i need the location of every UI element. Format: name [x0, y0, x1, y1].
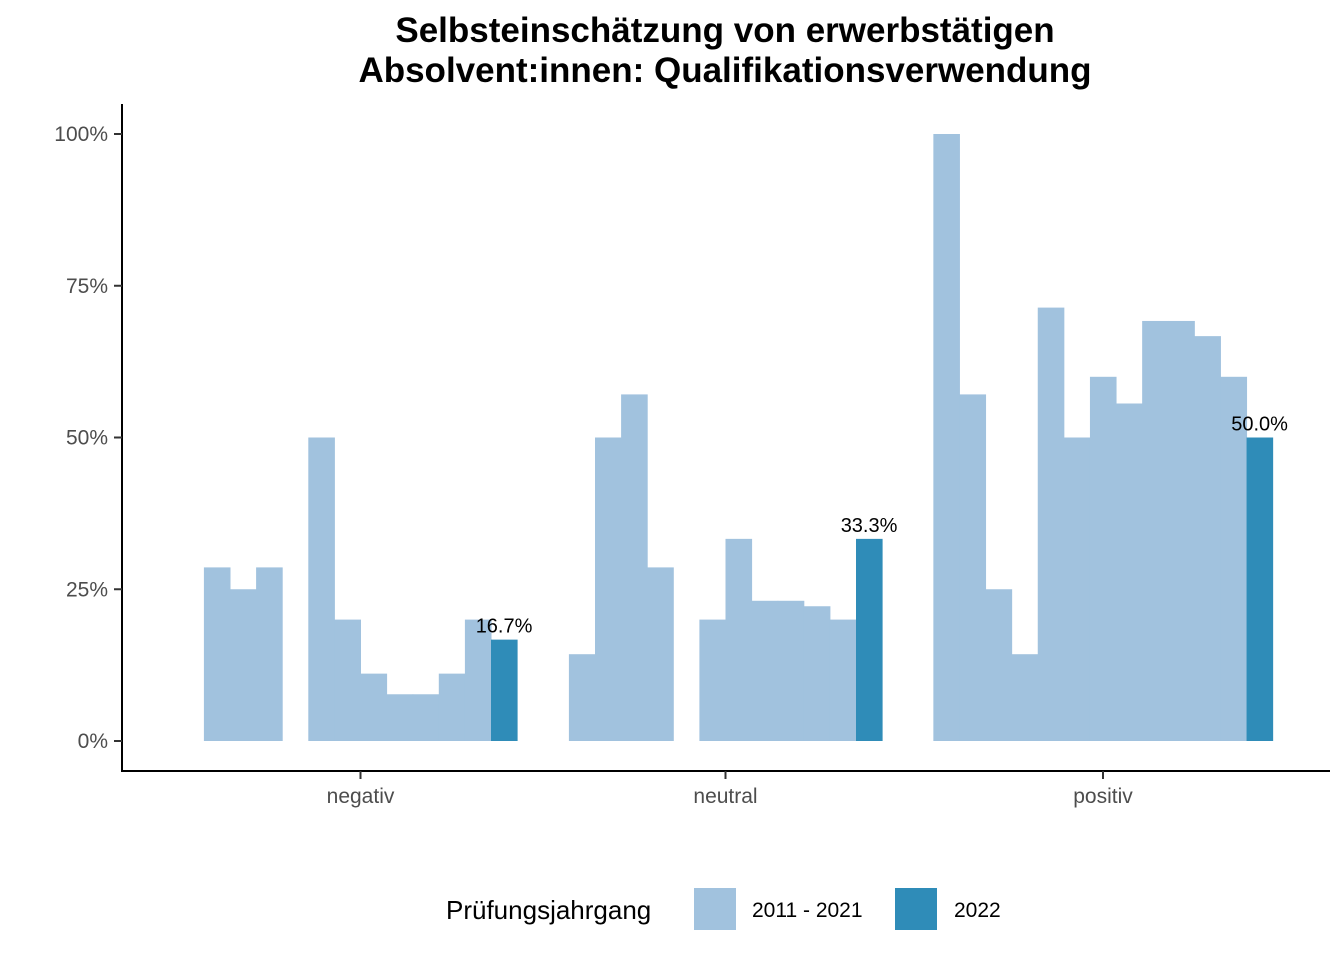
bar-positiv-7 [1116, 403, 1143, 741]
bar-positiv-2 [985, 589, 1013, 741]
data-label-negativ: 16.7% [476, 616, 533, 638]
legend-swatch-2011-2021 [694, 888, 736, 930]
legend-label-2011-2021: 2011 - 2021 [752, 899, 863, 922]
bar-positiv-4 [1037, 307, 1065, 741]
y-tick-label-1: 25% [66, 578, 108, 601]
bar-neutral-3 [647, 567, 674, 741]
bar-positiv-0 [933, 134, 960, 741]
bar-negativ-7 [386, 694, 414, 741]
bar-neutral-9 [803, 606, 831, 741]
chart-title: Selbsteinschätzung von erwerbstätigen Ab… [358, 11, 1091, 90]
chart-title-line-2: Absolvent:innen: Qualifikationsverwendun… [358, 51, 1091, 90]
bar-positiv-6 [1089, 376, 1117, 741]
bar-positiv-1 [959, 394, 987, 741]
chart-title-line-1: Selbsteinschätzung von erwerbstätigen [395, 11, 1054, 50]
bar-negativ-0 [203, 567, 231, 741]
bars-layer [203, 134, 1274, 741]
x-tick-label-positiv: positiv [1073, 785, 1133, 808]
bar-negativ-1 [230, 589, 257, 741]
legend-label-2022: 2022 [954, 899, 1001, 922]
y-tick-label-4: 100% [54, 123, 108, 146]
bar-neutral-8 [777, 600, 805, 741]
y-tick-label-2: 50% [66, 427, 108, 450]
bar-negativ-6 [360, 673, 388, 741]
plot-area: 16.7%33.3%50.0% 0%25%50%75%100% negativ n… [54, 104, 1330, 808]
bar-positiv-12 [1246, 437, 1274, 741]
y-tick-label-0: 0% [78, 730, 108, 753]
bar-positiv-11 [1220, 376, 1248, 741]
bar-negativ-9 [438, 673, 466, 741]
bar-negativ-8 [412, 694, 440, 741]
bar-neutral-11 [856, 538, 883, 741]
bar-positiv-9 [1168, 320, 1195, 741]
data-label-positiv: 50.0% [1231, 414, 1288, 436]
bar-negativ-4 [308, 437, 335, 741]
legend-title: Prüfungsjahrgang [446, 895, 651, 925]
bar-negativ-2 [256, 567, 283, 741]
legend: Prüfungsjahrgang 2011 - 2021 2022 [446, 888, 1001, 930]
x-axis-ticks: negativ neutral positiv [327, 771, 1133, 808]
legend-swatch-2022 [895, 888, 937, 930]
y-axis-ticks: 0% 25% 50% 75% 100% [54, 123, 122, 753]
bar-positiv-10 [1194, 336, 1221, 741]
bar-neutral-7 [751, 600, 779, 741]
bar-positiv-5 [1063, 437, 1091, 741]
bar-neutral-0 [568, 654, 596, 741]
bar-positiv-8 [1142, 320, 1169, 741]
y-tick-label-3: 75% [66, 275, 108, 298]
x-tick-label-negativ: negativ [327, 785, 395, 808]
bar-negativ-11 [491, 639, 518, 741]
bar-negativ-5 [334, 619, 361, 741]
bar-neutral-1 [595, 437, 622, 741]
bar-neutral-6 [725, 538, 753, 741]
bar-negativ-10 [464, 619, 492, 741]
bar-neutral-10 [829, 619, 857, 741]
data-labels-layer: 16.7% 33.3% 50.0% [476, 414, 1288, 638]
data-label-neutral: 33.3% [841, 515, 898, 537]
bar-neutral-5 [699, 619, 726, 741]
bar-positiv-3 [1011, 654, 1039, 741]
bar-neutral-2 [621, 394, 648, 741]
x-tick-label-neutral: neutral [693, 785, 757, 808]
